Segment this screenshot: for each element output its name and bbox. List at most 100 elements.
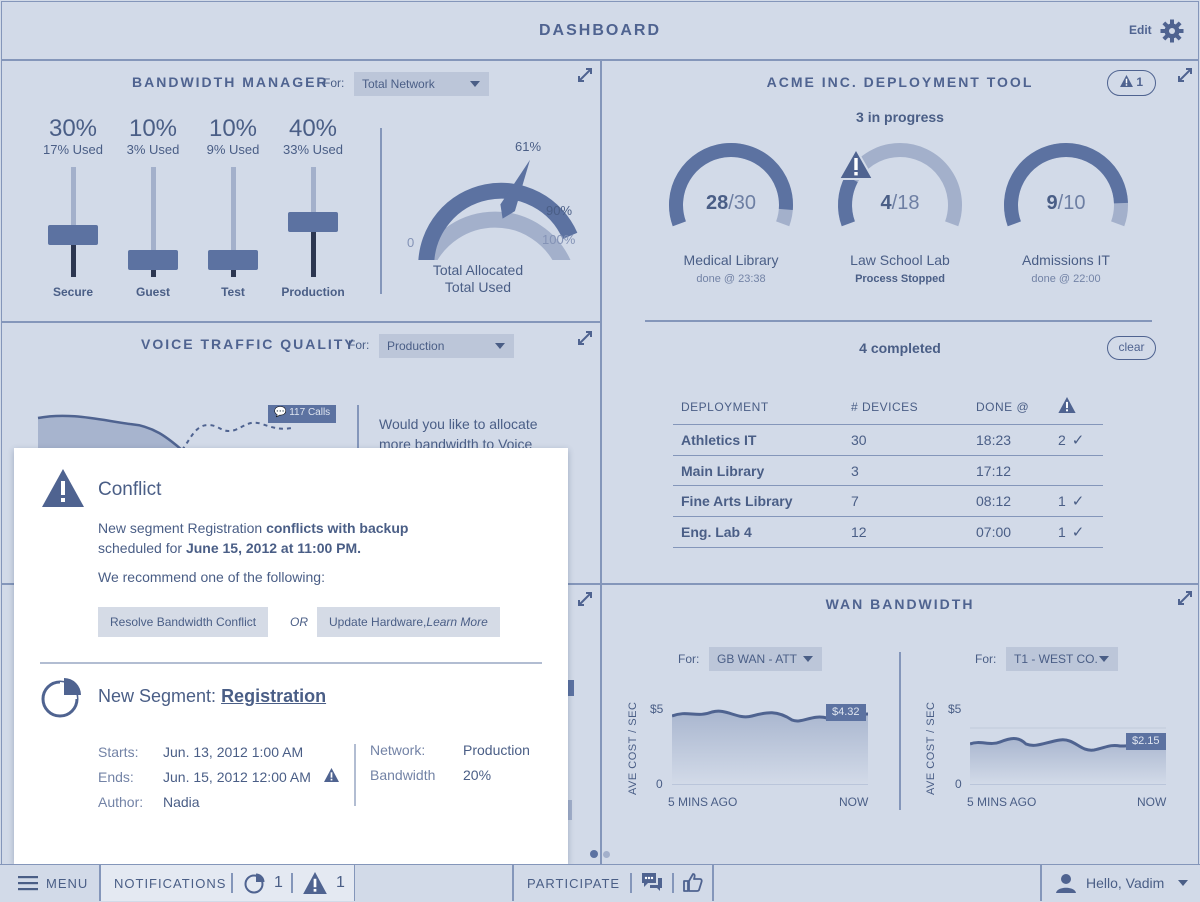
- menu-label: MENU: [46, 875, 89, 891]
- bandwidth-label: Bandwidth: [370, 767, 436, 783]
- menu-button[interactable]: MENU: [18, 865, 88, 901]
- slider-handle[interactable]: [128, 249, 178, 270]
- chevron-down-icon: [1178, 880, 1189, 886]
- warning-icon: [303, 872, 327, 894]
- gauge-done: 4: [880, 192, 892, 214]
- slider-track[interactable]: [151, 167, 156, 277]
- edit-button[interactable]: Edit: [1129, 23, 1152, 37]
- slider-used: 17% Used: [43, 142, 103, 157]
- slider-percent: 30%: [48, 115, 98, 142]
- bandwidth-network-select[interactable]: Total Network: [354, 72, 489, 96]
- gauge-value-label: 61%: [515, 139, 542, 154]
- update-hardware-button[interactable]: Update Hardware, Learn More: [317, 607, 500, 637]
- select-value: Production: [387, 339, 445, 353]
- slider-used: 3% Used: [126, 142, 180, 157]
- check-icon: ✓: [1071, 524, 1085, 541]
- participate-button[interactable]: PARTICIPATE: [527, 875, 621, 891]
- deployment-status: done @ 22:00: [1031, 273, 1101, 285]
- or-label: OR: [290, 615, 308, 629]
- expand-icon[interactable]: [577, 330, 593, 346]
- chevron-down-icon: [495, 343, 505, 349]
- alert-count: 1: [1136, 75, 1144, 89]
- chevron-down-icon: [803, 656, 813, 662]
- alerts-cell: 1 ✓: [1050, 516, 1103, 548]
- popup-title: Conflict: [98, 479, 162, 500]
- bandwidth-for-label: For:: [323, 76, 345, 90]
- clear-button[interactable]: clear: [1107, 336, 1156, 360]
- conflict-popup: Conflict New segment Registration confli…: [14, 448, 568, 864]
- divider: [357, 405, 359, 450]
- slider-track[interactable]: [71, 167, 76, 277]
- wan2-xstart: 5 MINS AGO: [967, 795, 1037, 809]
- slider-percent: 10%: [128, 115, 178, 142]
- message-bold: June 15, 2012 at 11:00 PM.: [185, 540, 362, 556]
- warning-icon: [1058, 397, 1076, 413]
- table-row[interactable]: Fine Arts Library 7 08:12 1 ✓: [673, 485, 1103, 517]
- voice-title: VOICE TRAFFIC QUALITY: [141, 336, 356, 352]
- slider-label: Production: [281, 285, 345, 299]
- expand-icon[interactable]: [1177, 590, 1193, 606]
- gauge-caption-used: Total Used: [444, 279, 512, 295]
- slider-fill: [71, 234, 76, 277]
- learn-more-link[interactable]: Learn More: [426, 615, 488, 629]
- deployment-cell: Eng. Lab 4: [673, 516, 843, 548]
- gauge-caption-allocated: Total Allocated: [432, 262, 524, 278]
- slider-used: 9% Used: [206, 142, 260, 157]
- gauge-total: /18: [891, 192, 920, 214]
- divider: [645, 320, 1152, 322]
- bandwidth-value: 20%: [463, 767, 492, 783]
- wan2-chart: [970, 727, 1166, 785]
- slider-handle[interactable]: [288, 212, 338, 232]
- wan2-select[interactable]: T1 - WEST CO.: [1006, 647, 1118, 671]
- user-menu[interactable]: Hello, Vadim: [1056, 865, 1189, 901]
- pie-chart-icon: [41, 678, 81, 718]
- hamburger-icon: [18, 876, 38, 891]
- voice-select[interactable]: Production: [379, 334, 514, 358]
- alerts-cell: 1 ✓: [1050, 485, 1103, 517]
- page-dot[interactable]: [603, 851, 610, 858]
- table-row[interactable]: Athletics IT 30 18:23 2 ✓: [673, 424, 1103, 456]
- popup-message-line1: New segment Registration conflicts with …: [98, 520, 408, 536]
- wan1-ylabel: AVE COST / SEC: [627, 701, 639, 795]
- deployment-alert-badge[interactable]: 1: [1107, 70, 1156, 96]
- column-header: DONE @: [968, 391, 1050, 425]
- slider-handle[interactable]: [208, 249, 258, 270]
- gauge-max-label: 100%: [542, 232, 576, 247]
- gauge-done: 9: [1046, 192, 1058, 214]
- pie-chart-icon: [244, 873, 265, 894]
- gear-icon[interactable]: [1160, 19, 1184, 43]
- deployment-cell: Fine Arts Library: [673, 485, 843, 517]
- table-row[interactable]: Main Library 3 17:12: [673, 455, 1103, 486]
- table-row[interactable]: Eng. Lab 4 12 07:00 1 ✓: [673, 516, 1103, 548]
- gauge-warn-label: 90%: [546, 203, 573, 218]
- page-dot-active[interactable]: [590, 850, 598, 858]
- voice-prompt-line2: more bandwidth to Voice: [379, 436, 533, 448]
- network-label: Network:: [370, 742, 426, 758]
- slider-track[interactable]: [231, 167, 236, 277]
- page-title: DASHBOARD: [539, 22, 661, 39]
- wan2-for-label: For:: [975, 652, 997, 666]
- gauge-min-label: 0: [407, 235, 415, 250]
- alerts-notification[interactable]: 1: [303, 865, 346, 901]
- segment-link[interactable]: Registration: [221, 686, 327, 706]
- expand-icon[interactable]: [577, 591, 593, 607]
- segments-count: 1: [274, 874, 284, 891]
- notifications-button[interactable]: NOTIFICATIONS: [114, 875, 227, 891]
- chevron-down-icon: [1099, 656, 1109, 662]
- ends-label: Ends:: [98, 769, 134, 785]
- segments-notification[interactable]: 1: [244, 865, 284, 901]
- wan1-select[interactable]: GB WAN - ATT: [709, 647, 822, 671]
- slider-handle[interactable]: [48, 224, 98, 245]
- divider: [354, 744, 356, 806]
- thumbs-up-icon[interactable]: [681, 871, 703, 893]
- resolve-bandwidth-button[interactable]: Resolve Bandwidth Conflict: [98, 607, 269, 637]
- expand-icon[interactable]: [577, 67, 593, 83]
- chart-bar-fragment: [568, 680, 574, 696]
- chart-bar-fragment: [568, 800, 572, 820]
- calls-badge: 💬 117 Calls: [268, 405, 337, 423]
- slider-percent: 40%: [288, 115, 338, 142]
- expand-icon[interactable]: [1177, 67, 1193, 83]
- select-value: Total Network: [362, 77, 435, 91]
- warning-icon: [324, 768, 339, 782]
- chat-icon[interactable]: [640, 871, 664, 893]
